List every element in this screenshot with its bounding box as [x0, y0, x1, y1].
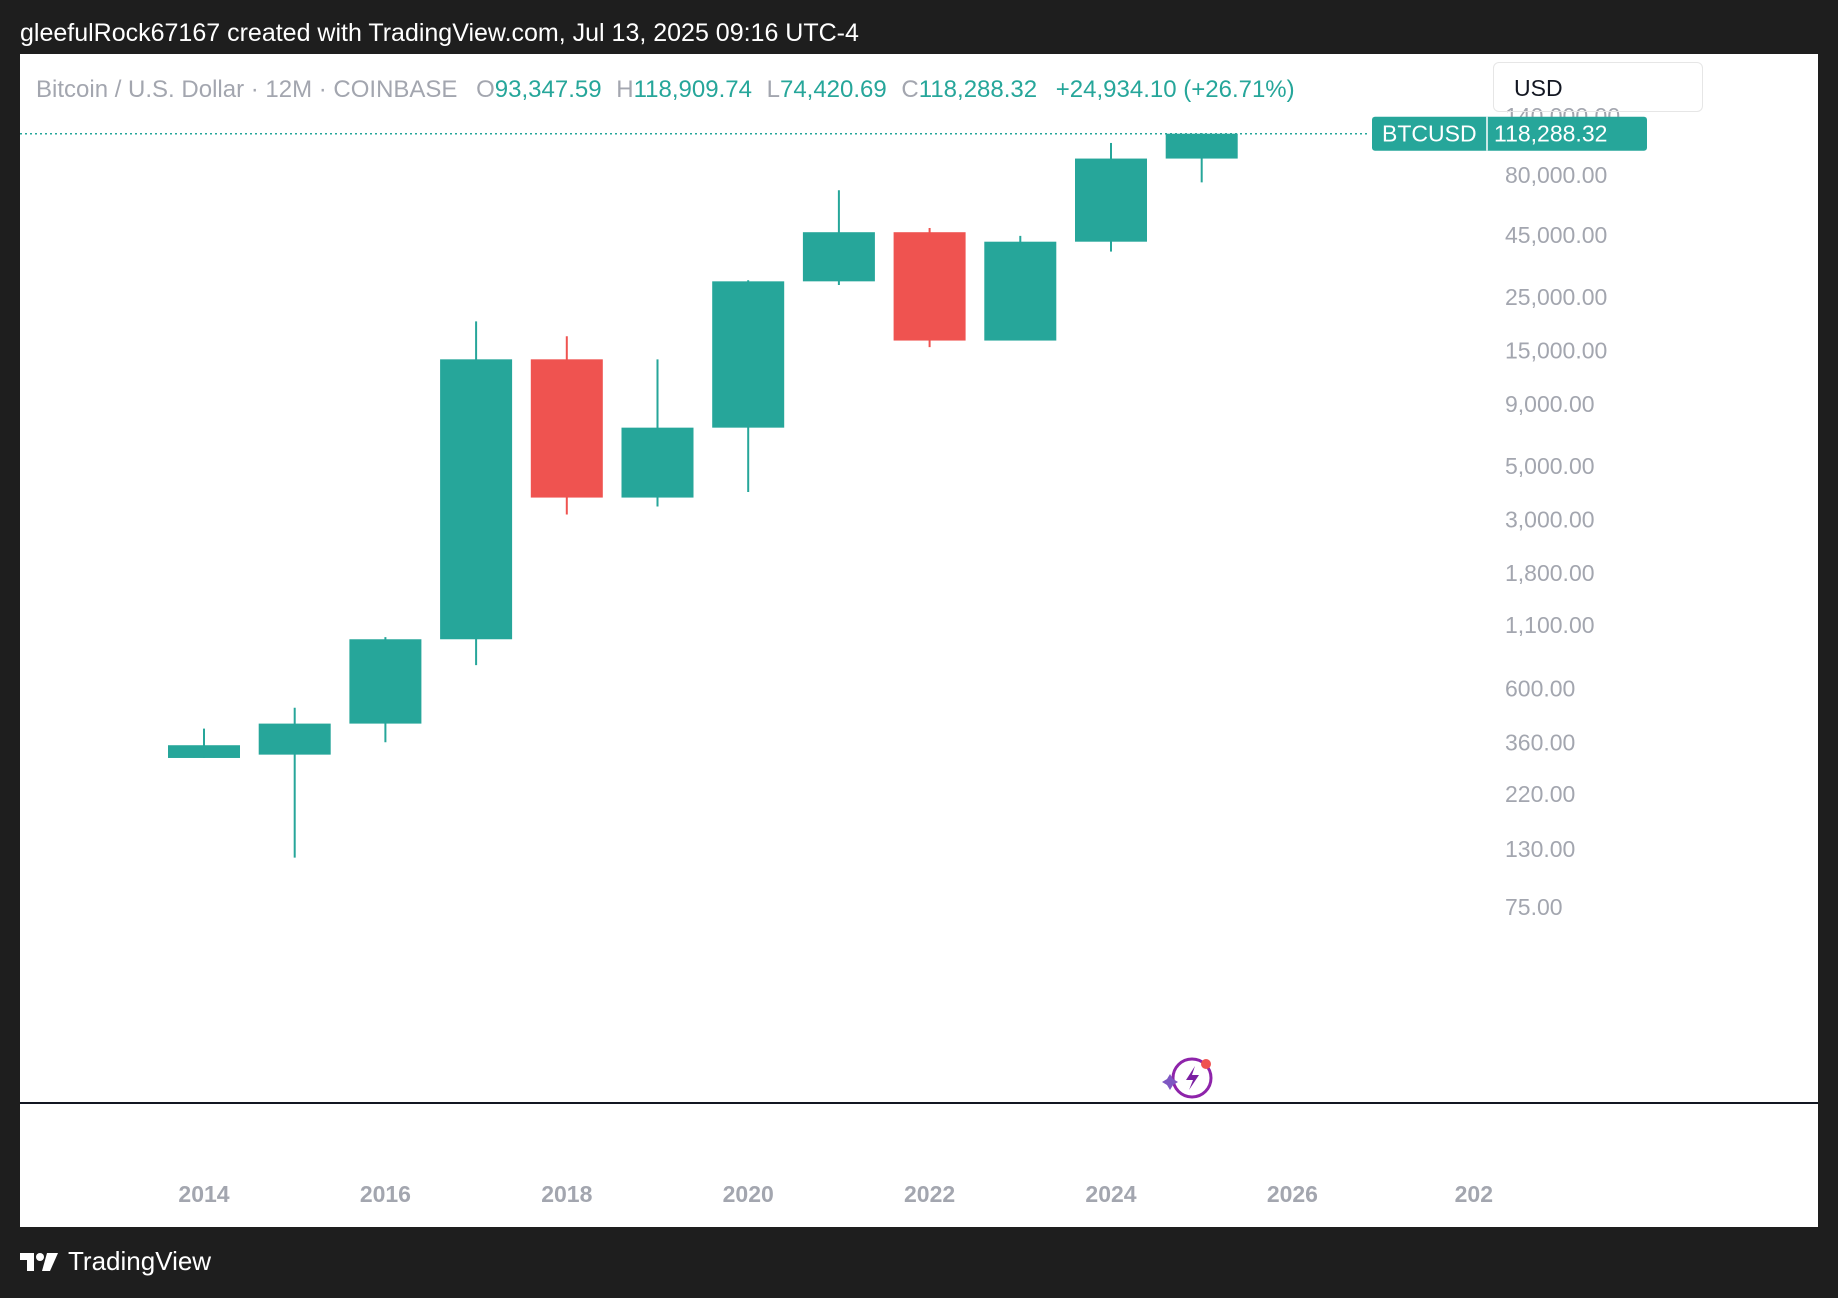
candle-2022[interactable] — [893, 227, 966, 348]
tag-price-value: 118,288.32 — [1494, 121, 1607, 147]
tradingview-brand: TradingView — [68, 1246, 212, 1276]
price-tick-label: 25,000.00 — [1505, 284, 1607, 310]
candle-body — [621, 427, 694, 498]
candle-2024[interactable] — [1075, 142, 1147, 252]
candle-2020[interactable] — [712, 280, 785, 493]
tradingview-logo[interactable]: TradingView — [20, 1246, 211, 1277]
candle-2025[interactable] — [1165, 133, 1238, 183]
time-tick-label: 2018 — [541, 1181, 592, 1207]
candle-body — [1165, 133, 1238, 159]
open-label: O — [476, 76, 495, 103]
candle-body — [530, 359, 603, 498]
chart-frame[interactable]: 140,000.00 80,000.00 45,000.00 25,000.00 15,… — [20, 54, 1818, 1227]
candle-body — [893, 232, 966, 341]
lightning-assistant-icon[interactable] — [1162, 1057, 1213, 1099]
candle-body — [258, 723, 331, 755]
candle-2021[interactable] — [802, 190, 875, 286]
price-tick-label: 600.00 — [1505, 676, 1575, 702]
candlestick-chart[interactable]: 140,000.0080,000.0045,000.0025,000.0015,… — [20, 54, 1818, 1227]
price-tick-label: 130.00 — [1505, 836, 1575, 862]
currency-selector[interactable]: USD — [1493, 62, 1703, 112]
price-tick-label: 45,000.00 — [1505, 222, 1607, 248]
price-tick-label: 1,100.00 — [1505, 612, 1595, 638]
time-tick-label: 202 — [1455, 1181, 1493, 1207]
time-axis: 2014 2016 2018 2020 2022 2024 2026 202 — [178, 1181, 1493, 1207]
low-label: L — [766, 76, 780, 103]
price-tick-label: 1,800.00 — [1505, 560, 1595, 586]
price-tick-label: 5,000.00 — [1505, 453, 1595, 479]
candle-body — [440, 359, 513, 640]
symbol-description[interactable]: Bitcoin / U.S. Dollar · 12M · COINBASE — [36, 76, 458, 103]
change-value: +24,934.10 (+26.71%) — [1055, 76, 1295, 103]
candle-body — [349, 639, 422, 724]
price-tick-label: 360.00 — [1505, 729, 1575, 755]
last-price-tag[interactable]: BTCUSD 118,288.32 — [1372, 116, 1647, 151]
time-tick-label: 2026 — [1267, 1181, 1318, 1207]
chart-header-caption: gleefulRock67167 created with TradingVie… — [20, 19, 859, 47]
candle-2018[interactable] — [530, 336, 603, 515]
candle-2019[interactable] — [621, 359, 694, 507]
time-tick-label: 2014 — [178, 1181, 229, 1207]
candle-2014[interactable] — [168, 728, 240, 758]
time-tick-label: 2020 — [723, 1181, 774, 1207]
candles-layer — [168, 133, 1238, 858]
open-value: 93,347.59 — [494, 76, 602, 103]
time-tick-label: 2024 — [1085, 1181, 1136, 1207]
close-label: C — [901, 76, 919, 103]
price-tick-label: 9,000.00 — [1505, 391, 1595, 417]
candle-2023[interactable] — [984, 235, 1057, 341]
candle-body — [984, 241, 1057, 341]
high-value: 118,909.74 — [633, 76, 752, 103]
price-axis: 140,000.0080,000.0045,000.0025,000.0015,… — [1505, 103, 1620, 920]
candle-body — [802, 232, 875, 282]
low-value: 74,420.69 — [779, 76, 887, 103]
price-tick-label: 15,000.00 — [1505, 338, 1607, 364]
price-tick-label: 80,000.00 — [1505, 162, 1607, 188]
price-tick-label: 220.00 — [1505, 781, 1575, 807]
price-tick-label: 75.00 — [1505, 894, 1563, 920]
high-label: H — [616, 76, 634, 103]
candle-2017[interactable] — [440, 321, 513, 666]
close-value: 118,288.32 — [918, 76, 1038, 103]
candle-body — [712, 281, 785, 428]
candle-2015[interactable] — [258, 707, 331, 858]
tag-symbol-label: BTCUSD — [1382, 121, 1477, 147]
time-tick-label: 2022 — [904, 1181, 955, 1207]
tradingview-logo-icon — [20, 1252, 58, 1271]
candle-2016[interactable] — [349, 637, 422, 743]
price-tick-label: 3,000.00 — [1505, 507, 1595, 533]
candle-body — [168, 745, 240, 758]
candle-body — [1075, 158, 1147, 242]
time-tick-label: 2016 — [360, 1181, 411, 1207]
symbol-legend: Bitcoin / U.S. Dollar · 12M · COINBASE O… — [36, 76, 1295, 104]
